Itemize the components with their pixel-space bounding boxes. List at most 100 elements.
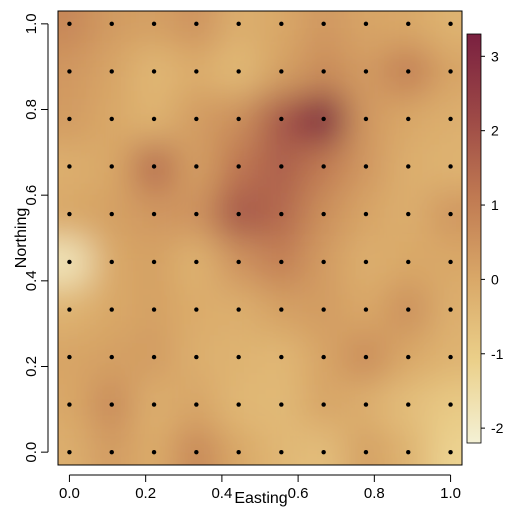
- x-tick-label: 0.8: [364, 485, 385, 502]
- sample-point: [151, 402, 157, 407]
- sample-point: [236, 354, 241, 360]
- y-tick-label: 0.4: [23, 270, 40, 291]
- sample-point: [151, 116, 157, 122]
- sample-point: [279, 69, 284, 74]
- sample-point: [194, 21, 199, 27]
- sample-point: [67, 211, 72, 217]
- sample-point: [279, 259, 284, 265]
- sample-point: [67, 21, 72, 27]
- sample-point: [151, 307, 157, 312]
- sample-point: [194, 354, 199, 360]
- x-axis: 0.0 0.2 0.4 0.6 0.8 1.0: [59, 474, 461, 502]
- x-tick-label: 0.0: [59, 485, 80, 502]
- sample-point: [151, 21, 157, 27]
- sample-point: [406, 402, 411, 407]
- sample-point: [363, 211, 369, 217]
- sample-point: [363, 402, 369, 407]
- sample-point: [194, 69, 199, 74]
- y-axis-label: Northing: [13, 208, 30, 268]
- sample-point: [321, 116, 326, 122]
- colorbar-ticks: -2 -1 0 1 2 3: [481, 48, 504, 436]
- sample-point: [236, 449, 241, 455]
- sample-point: [236, 164, 241, 169]
- colorbar-tick-label: 0: [491, 271, 499, 287]
- sample-point: [151, 449, 157, 455]
- heatmap-cell: [217, 428, 260, 465]
- heatmap-cell: [58, 333, 91, 381]
- sample-point: [236, 402, 241, 407]
- heatmap-cell: [58, 285, 91, 334]
- sample-point: [406, 211, 411, 217]
- sample-point: [67, 69, 72, 74]
- y-tick-label: 0.8: [23, 99, 40, 120]
- y-tick-label: 0.2: [23, 356, 40, 377]
- heatmap-cell: [429, 333, 462, 381]
- sample-point: [448, 449, 453, 455]
- sample-point: [194, 211, 199, 217]
- x-tick-label: 1.0: [440, 485, 461, 502]
- heatmap-cell: [429, 47, 462, 96]
- heatmap-cell: [429, 380, 462, 429]
- sample-point: [236, 259, 241, 265]
- sample-point: [236, 116, 241, 122]
- heatmap-cell: [344, 11, 388, 48]
- sample-point: [321, 21, 326, 27]
- colorbar-ramp: [466, 33, 482, 444]
- sample-point: [321, 402, 326, 407]
- sample-point: [321, 307, 326, 312]
- y-axis: 0.0 0.2 0.4 0.6 0.8 1.0: [23, 13, 49, 463]
- heatmap-cell: [302, 11, 345, 48]
- sample-point: [151, 69, 157, 74]
- sample-point: [109, 449, 114, 455]
- sample-point: [363, 307, 369, 312]
- heatmap-cell: [58, 238, 91, 286]
- y-tick-label: 0.6: [23, 185, 40, 206]
- sample-point: [279, 307, 284, 312]
- heatmap-cell: [387, 11, 430, 48]
- plot-frame: [57, 10, 463, 466]
- sample-point: [194, 116, 199, 122]
- sample-point: [406, 69, 411, 74]
- heatmap-cell: [260, 428, 303, 465]
- sample-point: [151, 211, 157, 217]
- sample-point: [448, 307, 453, 312]
- sample-point: [321, 69, 326, 74]
- heatmap-cell: [90, 428, 133, 465]
- heatmap-cell: [429, 142, 462, 191]
- sample-point: [109, 211, 114, 217]
- heatmap-cell: [302, 428, 345, 465]
- sample-point: [109, 69, 114, 74]
- sample-point: [448, 402, 453, 407]
- sample-point: [109, 116, 114, 122]
- sample-point: [321, 449, 326, 455]
- sample-point: [67, 449, 72, 455]
- sample-point: [194, 402, 199, 407]
- heatmap-cell: [58, 11, 91, 48]
- sample-point: [448, 116, 453, 122]
- heatmap-cell: [58, 47, 91, 96]
- colorbar: -2 -1 0 1 2 3: [466, 33, 504, 444]
- x-tick-label: 0.2: [135, 485, 156, 502]
- sample-point: [67, 354, 72, 360]
- sample-point: [363, 69, 369, 74]
- colorbar-tick-label: -2: [491, 420, 504, 436]
- sample-point: [406, 116, 411, 122]
- heatmap-cell: [387, 428, 430, 465]
- sample-point: [448, 164, 453, 169]
- heatmap-cell: [175, 11, 218, 48]
- sample-point: [363, 354, 369, 360]
- sample-point: [279, 449, 284, 455]
- sample-point: [109, 307, 114, 312]
- x-tick-label: 0.4: [211, 485, 232, 502]
- sample-point: [109, 164, 114, 169]
- sample-point: [406, 449, 411, 455]
- sample-point: [109, 21, 114, 27]
- heatmap-cell: [58, 428, 91, 465]
- heatmap-cell: [429, 95, 462, 143]
- sample-point: [67, 259, 72, 265]
- y-tick-label: 1.0: [23, 13, 40, 34]
- heatmap-cell: [132, 11, 176, 48]
- sample-point: [279, 354, 284, 360]
- sample-point: [109, 402, 114, 407]
